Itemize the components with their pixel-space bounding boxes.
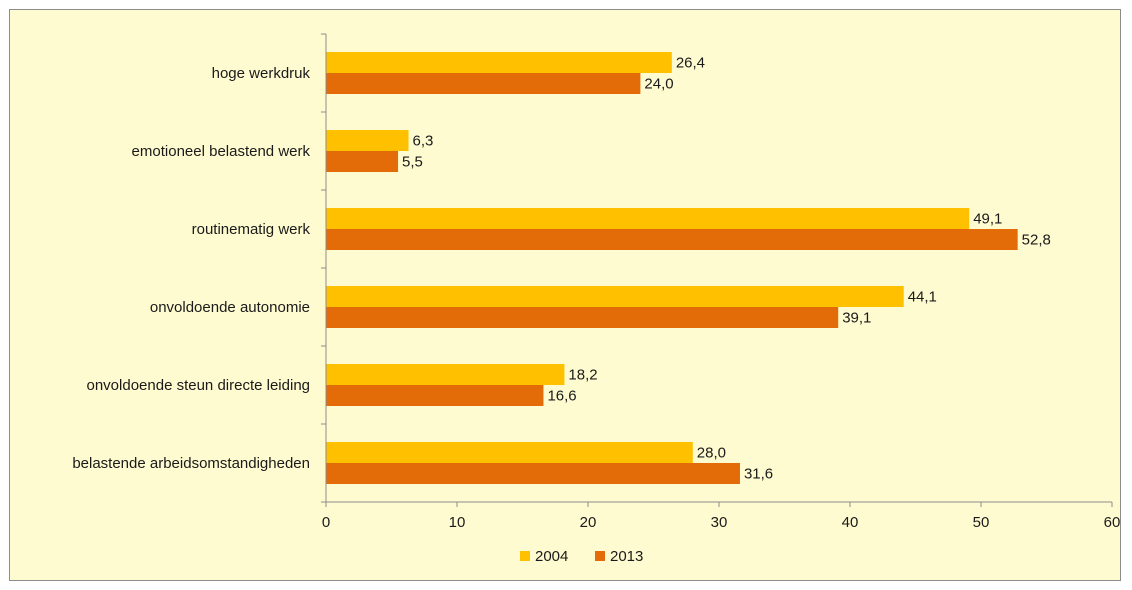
category-label-5: belastende arbeidsomstandigheden: [72, 455, 310, 472]
x-tick-label-6: 60: [1104, 514, 1121, 531]
legend-swatch-2013: [595, 551, 605, 561]
chart-frame: 26,4 24,0 hoge werkdruk 6,3 5,5 emotioneel be…: [9, 9, 1121, 581]
bar-2004-0: [326, 52, 672, 73]
bar-chart: 26,424,0 hoge werkdruk 6,3 5,5 emotioneel be…: [72, 33, 1121, 565]
data-label-2013-3: 39,1: [842, 310, 871, 327]
bar-2013-5: [326, 463, 740, 484]
bar-2013-4: [326, 385, 544, 406]
data-label-2004-0: 26,4: [676, 55, 705, 72]
bar-2013-1: [326, 151, 399, 172]
bar-2004-2: [326, 208, 970, 229]
category-label-2: routinematig werk: [192, 221, 311, 238]
x-tick-label-4: 40: [842, 514, 859, 531]
x-tick-label-3: 30: [711, 514, 728, 531]
bar-2004-5: [326, 442, 693, 463]
x-tick-label-1: 10: [449, 514, 466, 531]
bar-2004-4: [326, 364, 565, 385]
legend-swatch-2004: [520, 551, 530, 561]
category-label-0: hoge werkdruk: [212, 65, 311, 82]
bar-2004-1: [326, 130, 409, 151]
bar-2013-2: [326, 229, 1018, 250]
data-label-2004-1: 6,3: [413, 133, 434, 150]
data-label-2013-4: 16,6: [547, 388, 576, 405]
data-label-2004-5: 28,0: [697, 445, 726, 462]
data-label-2013-5: 31,6: [744, 466, 773, 483]
data-label-2013-1: 5,5: [402, 154, 423, 171]
legend-label-2004: 2004: [535, 548, 568, 565]
x-tick-label-5: 50: [973, 514, 990, 531]
data-label-2013-0: 24,0: [644, 76, 673, 93]
data-label-2013-2: 52,8: [1022, 232, 1051, 249]
x-tick-label-2: 20: [580, 514, 597, 531]
bar-2004-3: [326, 286, 904, 307]
legend-label-2013: 2013: [610, 548, 643, 565]
data-label-2004-2: 49,1: [973, 211, 1002, 228]
category-label-4: onvoldoende steun directe leiding: [87, 377, 311, 394]
data-label-2004-4: 18,2: [568, 367, 597, 384]
bar-2013-3: [326, 307, 839, 328]
category-label-1: emotioneel belastend werk: [132, 143, 311, 160]
category-label-3: onvoldoende autonomie: [150, 299, 310, 316]
bar-2013-0: [326, 73, 641, 94]
x-tick-label-0: 0: [322, 514, 330, 531]
data-label-2004-3: 44,1: [908, 289, 937, 306]
